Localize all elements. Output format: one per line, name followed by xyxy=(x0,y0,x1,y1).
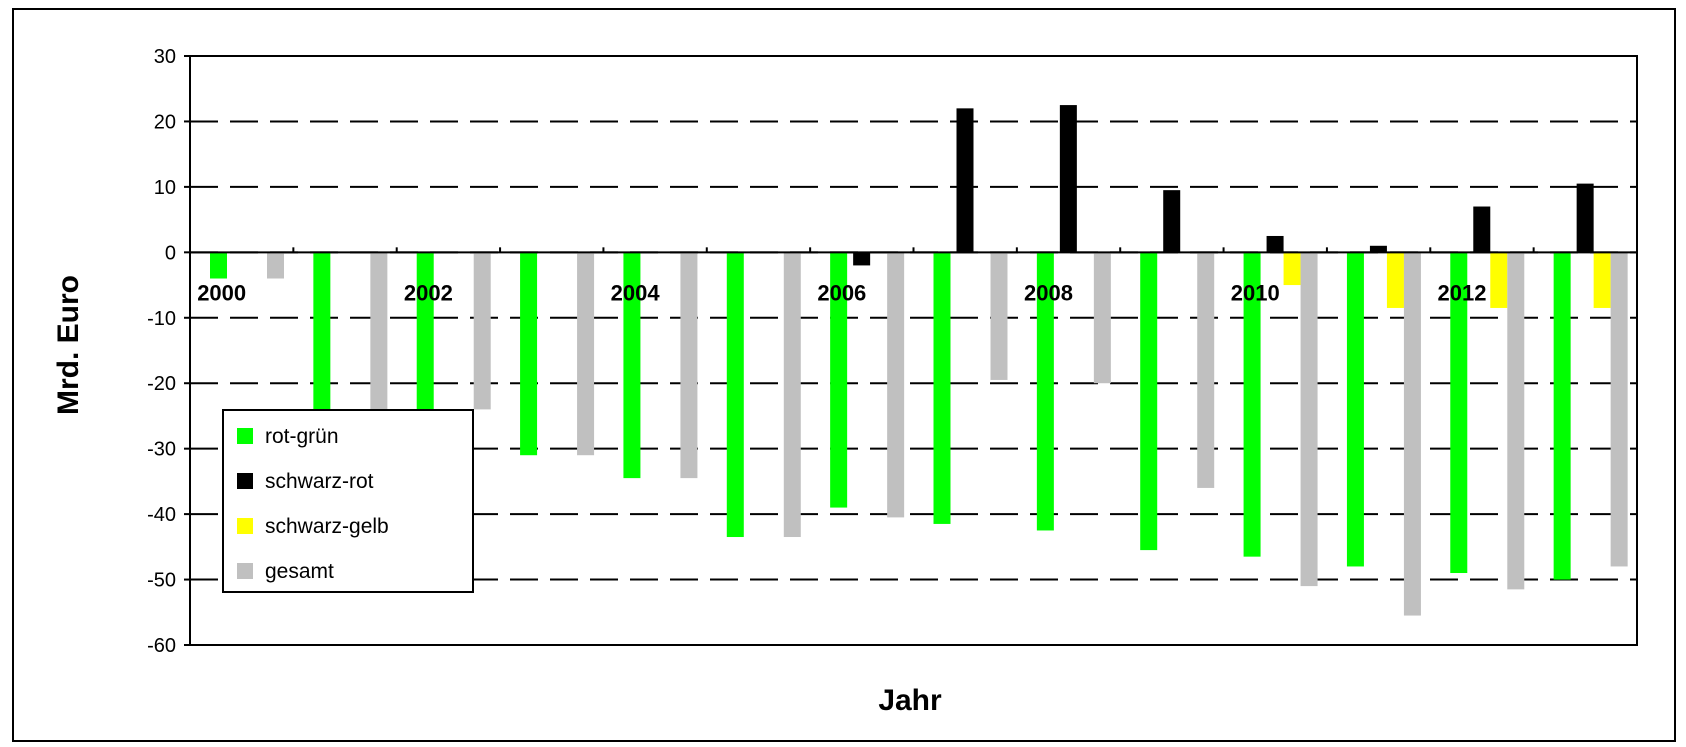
bar-schwarz-rot-2011 xyxy=(1369,245,1387,253)
x-axis-title: Jahr xyxy=(878,684,942,717)
bar-gesamt-2010 xyxy=(1300,252,1318,587)
bar-rot-grün-2013 xyxy=(1553,252,1571,580)
x-tick-label: 2002 xyxy=(404,280,453,305)
legend: rot-grün schwarz-rot schwarz-gelb gesamt xyxy=(222,409,474,593)
bar-gesamt-2000 xyxy=(267,252,284,279)
x-tick-label: 2012 xyxy=(1437,280,1486,305)
bar-gesamt-2009 xyxy=(1197,252,1215,488)
bar-gesamt-2004 xyxy=(680,252,698,479)
bar-rot-grün-2005 xyxy=(726,252,744,538)
bar-schwarz-rot-2006 xyxy=(853,252,871,266)
legend-label: schwarz-rot xyxy=(265,470,374,493)
bar-schwarz-gelb-2010 xyxy=(1283,252,1301,286)
bar-rot-grün-2010 xyxy=(1243,252,1261,557)
y-tick-label: -40 xyxy=(147,504,176,526)
axes xyxy=(184,55,1638,646)
y-tick-label: -20 xyxy=(147,373,176,395)
y-tick-label: 30 xyxy=(154,46,176,68)
bar-schwarz-rot-2013 xyxy=(1576,183,1594,253)
y-tick-label: -10 xyxy=(147,308,176,330)
legend-box xyxy=(222,409,474,593)
bar-gesamt-2011 xyxy=(1403,252,1421,616)
y-tick-label: 20 xyxy=(154,111,176,133)
x-tick-label: 2006 xyxy=(817,280,866,305)
bar-schwarz-gelb-2012 xyxy=(1490,252,1508,308)
bar-schwarz-rot-2008 xyxy=(1059,105,1077,253)
bar-gesamt-2002 xyxy=(473,252,491,410)
bar-rot-grün-2006 xyxy=(830,252,848,508)
bar-rot-grün-2004 xyxy=(623,252,641,479)
y-tick-label: 0 xyxy=(165,242,176,264)
legend-label: gesamt xyxy=(265,560,334,583)
legend-swatch xyxy=(237,563,253,579)
bar-schwarz-gelb-2011 xyxy=(1386,252,1404,308)
y-axis-title: Mrd. Euro xyxy=(52,275,85,415)
bar-rot-grün-2008 xyxy=(1036,252,1054,531)
bar-gesamt-2007 xyxy=(990,252,1008,380)
bar-gesamt-2003 xyxy=(577,252,595,456)
legend-swatch xyxy=(237,518,253,534)
x-tick-label: 2008 xyxy=(1024,280,1073,305)
bar-gesamt-2013 xyxy=(1610,252,1628,567)
bar-schwarz-rot-2009 xyxy=(1163,190,1181,253)
bar-gesamt-2001 xyxy=(370,252,388,410)
bar-gesamt-2008 xyxy=(1093,252,1111,384)
bar-schwarz-rot-2007 xyxy=(956,108,974,253)
bar-rot-grün-2011 xyxy=(1346,252,1364,567)
y-tick-label: 10 xyxy=(154,177,176,199)
x-tick-label: 2000 xyxy=(197,280,246,305)
bar-rot-grün-2002 xyxy=(416,252,434,416)
y-tick-label: -30 xyxy=(147,439,176,461)
bars xyxy=(210,105,1628,616)
legend-swatch xyxy=(237,473,253,489)
bar-rot-grün-2012 xyxy=(1450,252,1468,574)
bar-gesamt-2005 xyxy=(783,252,801,538)
bar-schwarz-gelb-2013 xyxy=(1593,252,1611,308)
plot-area-border xyxy=(189,55,1638,646)
legend-label: rot-grün xyxy=(265,425,339,448)
bar-rot-grün-2001 xyxy=(313,252,331,416)
x-tick-label: 2004 xyxy=(611,280,661,305)
bar-schwarz-rot-2012 xyxy=(1473,206,1491,253)
legend-label: schwarz-gelb xyxy=(265,515,389,538)
bar-schwarz-rot-2010 xyxy=(1266,235,1284,253)
bar-rot-grün-2009 xyxy=(1140,252,1158,551)
y-tick-label: -60 xyxy=(147,635,176,657)
x-tick-label: 2010 xyxy=(1231,280,1280,305)
bar-gesamt-2012 xyxy=(1507,252,1525,590)
bar-rot-grün-2007 xyxy=(933,252,951,524)
bar-gesamt-2006 xyxy=(887,252,905,518)
y-tick-label: -50 xyxy=(147,570,176,592)
bar-rot-grün-2003 xyxy=(520,252,538,456)
legend-swatch xyxy=(237,428,253,444)
bar-rot-grün-2000 xyxy=(210,252,227,279)
